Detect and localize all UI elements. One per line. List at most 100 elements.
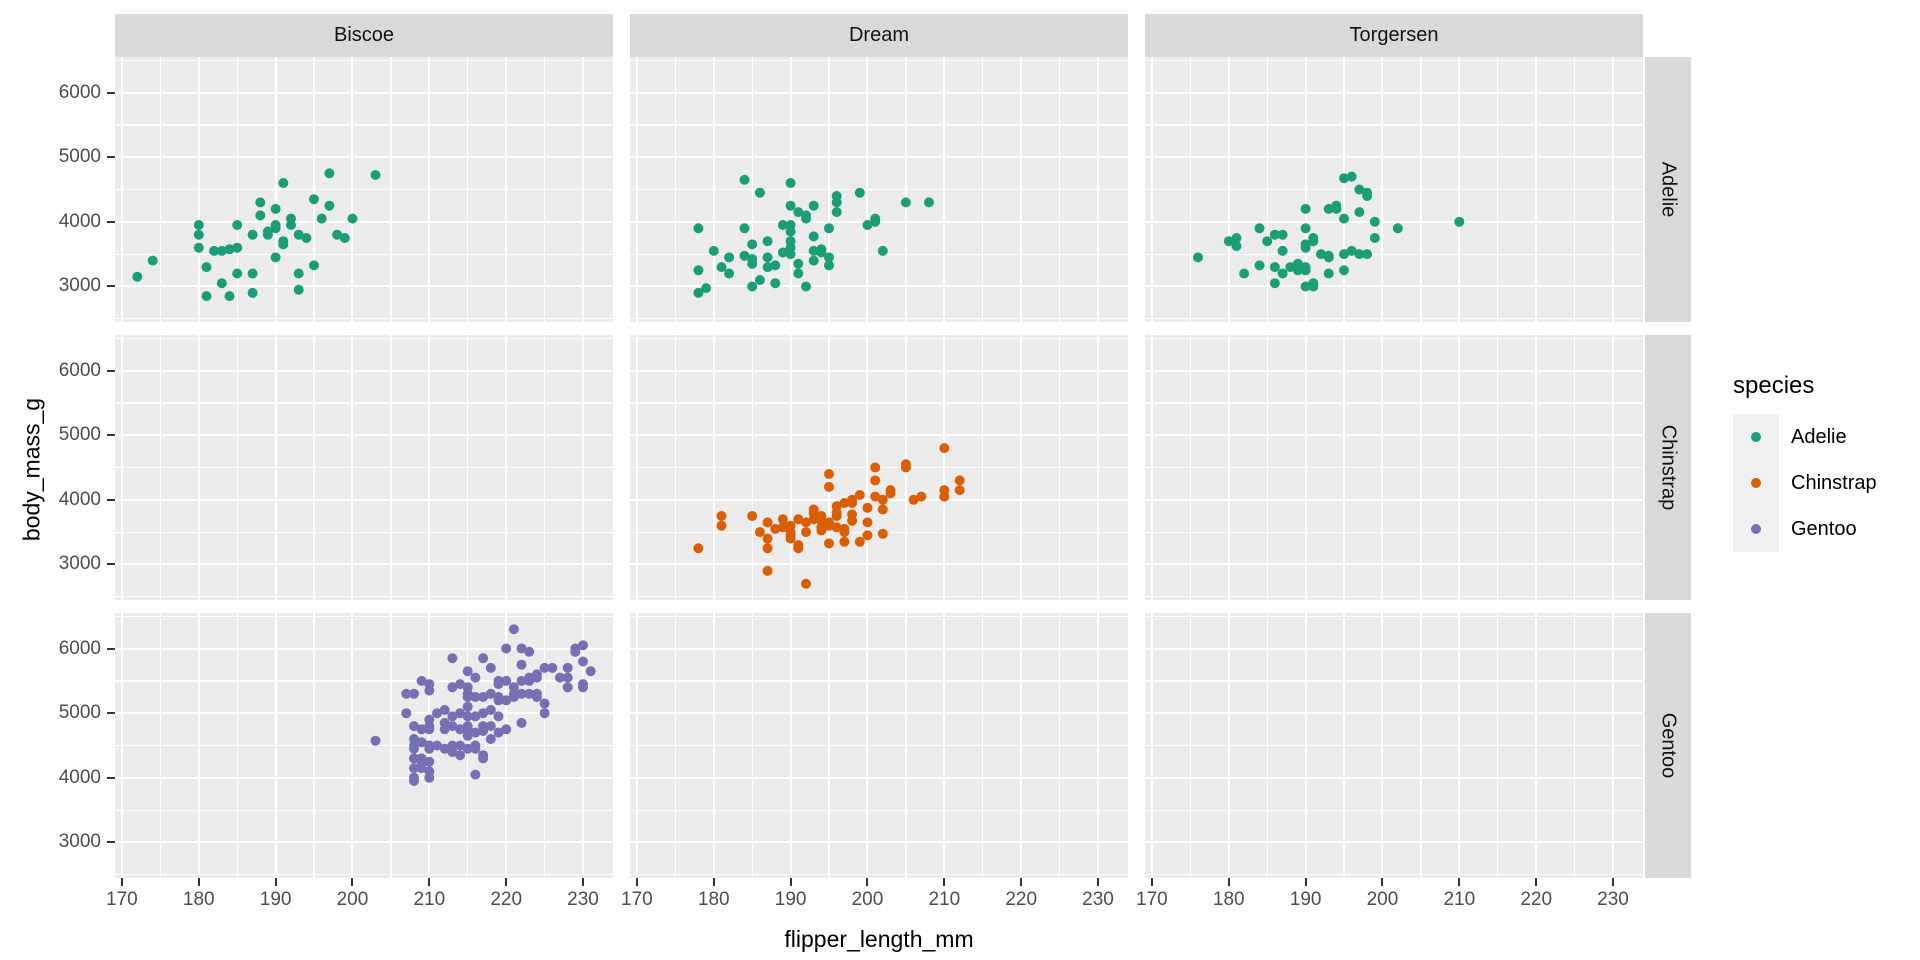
data-point bbox=[447, 747, 458, 757]
data-point bbox=[762, 236, 773, 247]
gridline-horizontal bbox=[630, 253, 1128, 255]
gridline-horizontal bbox=[1145, 563, 1643, 566]
gridline-horizontal bbox=[115, 776, 613, 779]
data-point bbox=[862, 517, 873, 528]
y-tick-mark bbox=[107, 647, 115, 650]
data-point bbox=[801, 527, 811, 538]
x-tick-mark bbox=[428, 878, 431, 886]
gridline-horizontal bbox=[1145, 337, 1643, 339]
y-tick-mark bbox=[107, 220, 115, 223]
scatter-points bbox=[370, 624, 596, 786]
data-point bbox=[478, 692, 489, 702]
gridline-horizontal bbox=[1145, 809, 1643, 811]
gridline-horizontal bbox=[630, 402, 1128, 404]
gridline-horizontal bbox=[115, 874, 613, 876]
y-tick-label: 5000 bbox=[58, 146, 101, 168]
gridline-horizontal bbox=[1145, 498, 1643, 501]
x-tick-label: 170 bbox=[106, 889, 138, 910]
data-point bbox=[409, 743, 419, 754]
data-point bbox=[1254, 223, 1265, 234]
data-point bbox=[455, 708, 466, 719]
y-tick-label: 3000 bbox=[58, 553, 101, 575]
data-point bbox=[539, 698, 550, 709]
x-tick-mark bbox=[1020, 878, 1023, 886]
data-point bbox=[424, 772, 435, 783]
data-point bbox=[286, 220, 296, 230]
panel-adelie-biscoe bbox=[115, 57, 613, 322]
data-point bbox=[862, 502, 873, 513]
data-point bbox=[516, 643, 527, 654]
panel-adelie-dream bbox=[630, 57, 1128, 322]
x-tick-mark bbox=[274, 878, 277, 886]
data-point bbox=[739, 223, 750, 234]
data-point bbox=[877, 528, 888, 539]
x-tick-label: 170 bbox=[621, 889, 653, 910]
data-point bbox=[462, 666, 473, 677]
data-point bbox=[1362, 191, 1373, 201]
data-point bbox=[816, 511, 827, 521]
gridline-horizontal bbox=[630, 809, 1128, 811]
data-point bbox=[493, 679, 504, 690]
data-point bbox=[293, 284, 304, 295]
data-point bbox=[439, 743, 450, 754]
y-tick-mark bbox=[107, 712, 115, 715]
data-point bbox=[1369, 233, 1380, 243]
data-point bbox=[854, 490, 865, 500]
data-point bbox=[432, 708, 442, 719]
data-point bbox=[447, 721, 458, 732]
y-tick-label: 5000 bbox=[58, 424, 101, 446]
x-tick-mark bbox=[635, 878, 638, 886]
data-point bbox=[801, 281, 811, 292]
data-point bbox=[716, 262, 727, 273]
data-point bbox=[478, 753, 489, 764]
data-point bbox=[547, 662, 558, 673]
data-point bbox=[147, 255, 158, 266]
gridline-horizontal bbox=[115, 809, 613, 811]
gridline-horizontal bbox=[1145, 712, 1643, 715]
data-point bbox=[247, 287, 258, 298]
data-point bbox=[839, 536, 850, 547]
data-point bbox=[232, 220, 243, 230]
data-point bbox=[900, 459, 911, 470]
data-point bbox=[409, 776, 419, 786]
data-point bbox=[416, 724, 427, 735]
data-point bbox=[724, 268, 735, 279]
legend-entries: Adelie Chinstrap Gentoo bbox=[1733, 414, 1877, 552]
data-point bbox=[501, 695, 512, 706]
data-point bbox=[555, 672, 565, 683]
x-axis-title: flipper_length_mm bbox=[784, 926, 974, 952]
data-point bbox=[293, 229, 304, 240]
facet-row-strip: Chinstrap bbox=[1645, 335, 1691, 600]
data-point bbox=[439, 705, 450, 715]
data-point bbox=[1292, 265, 1303, 276]
data-point bbox=[862, 530, 873, 541]
facet-column-strip: Biscoe bbox=[115, 14, 613, 57]
x-tick-label: 210 bbox=[413, 889, 446, 910]
data-point bbox=[801, 517, 811, 528]
data-point bbox=[416, 675, 427, 686]
gridline-horizontal bbox=[630, 369, 1128, 372]
gridline-horizontal bbox=[115, 59, 613, 61]
data-point bbox=[762, 543, 773, 554]
y-tick-mark bbox=[107, 91, 115, 94]
data-point bbox=[432, 740, 442, 751]
data-point bbox=[939, 491, 950, 502]
data-point bbox=[524, 675, 535, 686]
x-tick-mark bbox=[197, 878, 200, 886]
gridline-horizontal bbox=[630, 563, 1128, 566]
data-point bbox=[747, 258, 758, 269]
data-point bbox=[424, 685, 435, 696]
gridline-horizontal bbox=[1145, 744, 1643, 747]
gridline-horizontal bbox=[1145, 615, 1643, 617]
data-point bbox=[201, 262, 212, 273]
data-point bbox=[293, 268, 304, 279]
gridline-horizontal bbox=[115, 156, 613, 159]
data-point bbox=[870, 475, 881, 486]
data-point bbox=[839, 498, 850, 508]
data-point bbox=[470, 743, 481, 754]
x-tick-mark bbox=[1458, 878, 1461, 886]
data-point bbox=[1300, 281, 1311, 292]
gridline-horizontal bbox=[115, 253, 613, 255]
x-tick-label: 190 bbox=[259, 889, 292, 910]
legend-label: Chinstrap bbox=[1791, 471, 1877, 494]
